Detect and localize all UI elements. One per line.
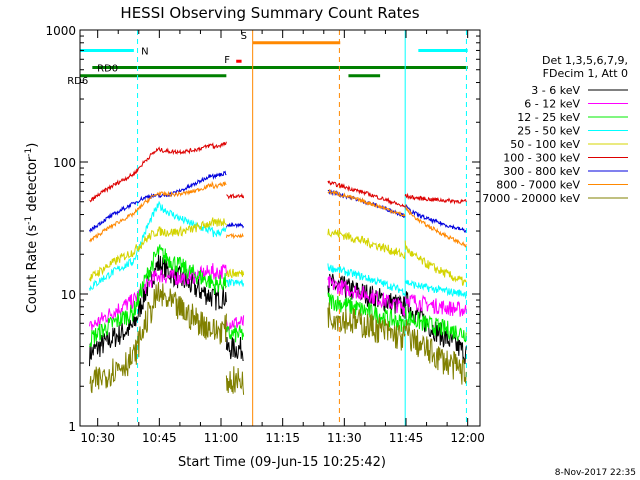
- x-tick-label-3: 11:15: [265, 431, 300, 445]
- x-tick-label-1: 10:45: [142, 431, 177, 445]
- series-6-segment-1: [225, 221, 245, 229]
- series-4-segment-0: [89, 217, 227, 282]
- series-2-segment-0: [89, 244, 227, 348]
- x-axis-label: Start Time (09-Jun-15 10:25:42): [178, 455, 386, 470]
- series-1-segment-2: [327, 275, 406, 316]
- legend-label-1: 6 - 12 keV: [524, 98, 580, 111]
- legend-label-6: 300 - 800 keV: [503, 165, 580, 178]
- time-markers: [79, 30, 467, 426]
- y-tick-label-1: 10: [61, 288, 76, 302]
- series-2-segment-3: [404, 306, 467, 343]
- y-tick-label-0: 1: [68, 420, 76, 434]
- series-0-segment-1: [225, 336, 244, 361]
- flag-label-s: S: [241, 31, 247, 42]
- flag-label-rd0: RD0: [97, 63, 118, 74]
- series-4-segment-1: [225, 268, 245, 279]
- series-7-segment-3: [404, 204, 467, 248]
- series-8-segment-2: [327, 302, 406, 351]
- legend-label-5: 100 - 300 keV: [503, 152, 580, 165]
- y-tick-label-2: 100: [53, 156, 76, 170]
- series-5-segment-3: [404, 192, 467, 205]
- flag-label-f: F: [224, 55, 230, 66]
- series-6-segment-3: [404, 204, 467, 234]
- legend-label-2: 12 - 25 keV: [517, 111, 580, 124]
- series-3-segment-2: [327, 263, 406, 297]
- series-0-segment-0: [89, 254, 227, 367]
- series-6-segment-0: [89, 170, 227, 234]
- y-tick-label-3: 1000: [45, 24, 76, 38]
- flag-label-rd6: RD6: [67, 76, 88, 87]
- series-5-segment-0: [89, 141, 227, 203]
- series-1-segment-0: [89, 263, 227, 332]
- series-5-segment-1: [226, 192, 245, 200]
- series-4-segment-2: [327, 228, 406, 260]
- legend-label-7: 800 - 7000 keV: [496, 179, 580, 192]
- series-3-segment-3: [404, 279, 467, 300]
- axes: 10:30 10:45 11:00 11:15 11:30 11:45 12:00 1 10 10…: [45, 24, 485, 445]
- legend-label-3: 25 - 50 keV: [517, 125, 580, 138]
- series-1-segment-3: [404, 293, 467, 317]
- series-3-segment-0: [89, 200, 227, 291]
- series-7-segment-0: [89, 180, 227, 243]
- flag-bars: N S F RD0 RD6: [67, 31, 468, 87]
- chart-title: HESSI Observing Summary Count Rates: [120, 4, 419, 22]
- plot-frame: [79, 29, 481, 427]
- series-2-segment-1: [225, 325, 245, 343]
- data-series: [89, 141, 467, 395]
- legend-header-1: FDecim 1, Att 0: [543, 67, 628, 80]
- series-3-segment-1: [225, 278, 245, 288]
- x-tick-label-2: 11:00: [204, 431, 239, 445]
- series-7-segment-1: [225, 232, 244, 240]
- legend-label-0: 3 - 6 keV: [531, 84, 580, 97]
- footer-timestamp: 8-Nov-2017 22:35: [555, 468, 636, 478]
- legend: Det 1,3,5,6,7,9,FDecim 1, Att 0 3 - 6 keV…: [482, 54, 628, 205]
- series-7-segment-2: [327, 188, 406, 217]
- flag-label-n: N: [141, 46, 148, 57]
- x-tick-label-5: 11:45: [389, 431, 424, 445]
- x-tick-label-0: 10:30: [80, 431, 115, 445]
- legend-label-8: 7000 - 20000 keV: [482, 192, 580, 205]
- x-tick-label-4: 11:30: [327, 431, 362, 445]
- legend-header-0: Det 1,3,5,6,7,9,: [542, 54, 628, 67]
- series-8-segment-3: [404, 319, 467, 385]
- series-2-segment-2: [327, 292, 406, 334]
- series-8-segment-1: [225, 366, 245, 395]
- y-axis-label: Count Rate (s-1 detector-1): [24, 143, 40, 314]
- series-4-segment-3: [404, 240, 467, 286]
- series-5-segment-2: [327, 180, 405, 208]
- legend-label-4: 50 - 100 keV: [510, 138, 580, 151]
- x-tick-label-6: 12:00: [450, 431, 485, 445]
- series-8-segment-0: [89, 282, 227, 394]
